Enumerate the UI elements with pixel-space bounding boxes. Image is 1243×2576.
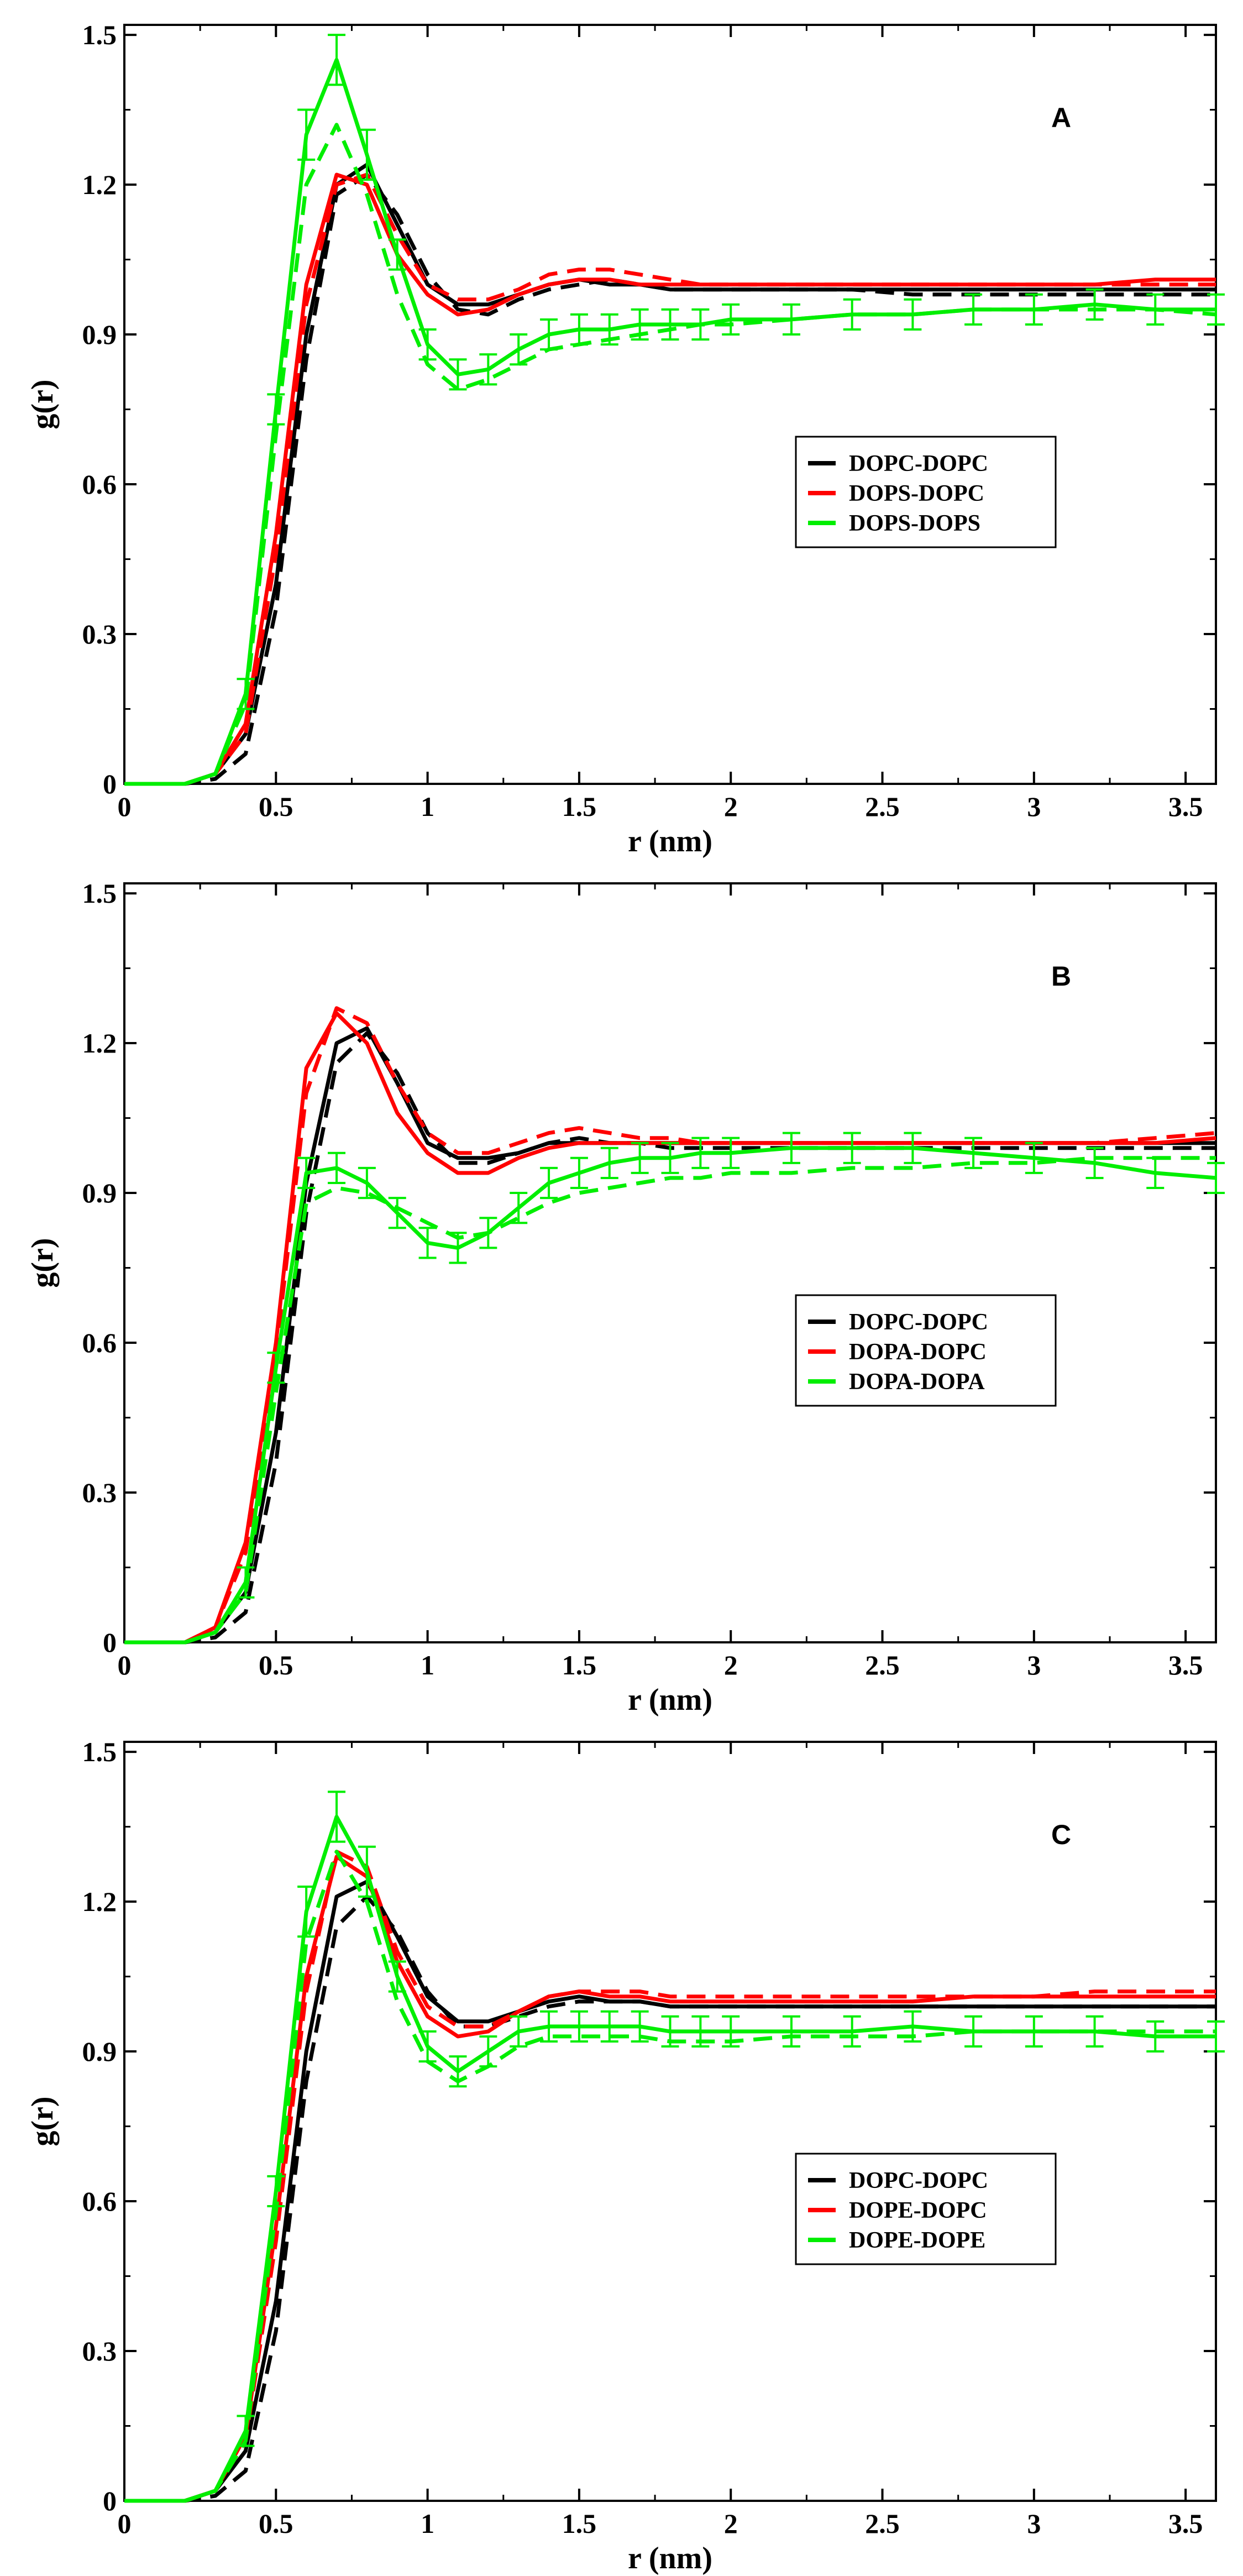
plot-area xyxy=(123,24,1217,785)
series-line xyxy=(124,1031,1216,1645)
y-tick-label: 0.3 xyxy=(82,1477,117,1508)
legend: DOPC-DOPC DOPE-DOPC DOPE-DOPE xyxy=(795,2153,1057,2265)
x-axis-label: r (nm) xyxy=(628,824,712,858)
chart-panel-c: 0 0.5 1 1.5 2 2.5 3 3.5 0 0.3 0.6 0.9 1.2 1.5 DOPC-DO… xyxy=(0,1717,1243,2576)
plot-frame xyxy=(123,882,1217,1643)
y-tick-label: 0.3 xyxy=(82,619,117,650)
legend-label: DOPC-DOPC xyxy=(849,2168,988,2193)
x-tick-label: 2 xyxy=(724,2508,738,2539)
y-tick-label: 0.6 xyxy=(82,1327,117,1358)
legend: DOPC-DOPC DOPS-DOPC DOPS-DOPS xyxy=(795,436,1057,548)
x-tick-label: 1.5 xyxy=(562,2508,597,2539)
plot-frame xyxy=(123,1741,1217,2502)
axes-group: 0 0.5 1 1.5 2 2.5 3 3.5 0 0.3 0.6 0.9 1.2 1.5 xyxy=(82,1736,1216,2539)
legend-label: DOPA-DOPA xyxy=(849,1369,985,1395)
y-tick-label: 0.6 xyxy=(82,469,117,500)
y-tick-label: 0.9 xyxy=(82,319,117,350)
series-line xyxy=(124,123,1216,786)
y-axis-label: g(r) xyxy=(25,1238,60,1287)
x-tick-label: 0.5 xyxy=(259,2508,293,2539)
x-tick-label: 0 xyxy=(118,1650,132,1680)
x-tick-label: 2 xyxy=(724,1650,738,1680)
x-tick-label: 3.5 xyxy=(1168,791,1203,822)
y-tick-label: 1.2 xyxy=(82,169,117,200)
panel-label: B xyxy=(1051,961,1071,992)
chart-panel-a: 0 0.5 1 1.5 2 2.5 3 3.5 0 0.3 0.6 0.9 1.2 1.5 DOPC-DO… xyxy=(0,0,1243,858)
legend-box xyxy=(795,1294,1057,1407)
y-tick-label: 0 xyxy=(103,1627,117,1658)
series-line xyxy=(124,172,1216,786)
x-tick-label: 2.5 xyxy=(865,2508,900,2539)
y-tick-label: 0 xyxy=(103,2485,117,2516)
x-tick-label: 3 xyxy=(1027,791,1041,822)
x-tick-label: 1.5 xyxy=(562,1650,597,1680)
y-axis-label: g(r) xyxy=(25,379,60,429)
x-tick-label: 3.5 xyxy=(1168,2508,1203,2539)
plot-area xyxy=(123,882,1217,1643)
y-tick-label: 0 xyxy=(103,768,117,799)
series-line xyxy=(124,1006,1216,1645)
series-line xyxy=(124,1850,1216,2503)
x-tick-label: 2 xyxy=(724,791,738,822)
x-tick-label: 0.5 xyxy=(259,1650,293,1680)
chart-panel-b: 0 0.5 1 1.5 2 2.5 3 3.5 0 0.3 0.6 0.9 1.2 1.5 DOPC-DO… xyxy=(0,858,1243,1717)
legend-box xyxy=(795,2153,1057,2265)
y-tick-label: 1.2 xyxy=(82,1028,117,1059)
x-tick-label: 3 xyxy=(1027,1650,1041,1680)
plot-area xyxy=(123,1741,1217,2502)
legend-label: DOPA-DOPC xyxy=(849,1339,987,1365)
x-tick-label: 3.5 xyxy=(1168,1650,1203,1680)
legend-label: DOPS-DOPC xyxy=(849,481,984,506)
x-tick-label: 2.5 xyxy=(865,791,900,822)
legend-label: DOPE-DOPE xyxy=(849,2228,985,2253)
y-tick-label: 1.5 xyxy=(82,878,117,909)
chart-svg: 0 0.5 1 1.5 2 2.5 3 3.5 0 0.3 0.6 0.9 1.2 1.5 DOPC-DO… xyxy=(25,1736,1225,2575)
series-line xyxy=(124,1156,1216,1645)
chart-svg: 0 0.5 1 1.5 2 2.5 3 3.5 0 0.3 0.6 0.9 1.2 1.5 DOPC-DO… xyxy=(25,878,1225,1717)
legend-label: DOPC-DOPC xyxy=(849,1310,988,1335)
series-line xyxy=(124,1894,1216,2503)
legend-label: DOPC-DOPC xyxy=(849,451,988,477)
x-tick-label: 1 xyxy=(421,2508,434,2539)
x-tick-label: 0 xyxy=(118,2508,132,2539)
y-tick-label: 0.6 xyxy=(82,2186,117,2217)
x-axis-label: r (nm) xyxy=(628,2541,712,2575)
panel-label: A xyxy=(1051,102,1071,133)
series-line xyxy=(124,172,1216,786)
plot-frame xyxy=(123,24,1217,785)
x-tick-label: 0 xyxy=(118,791,132,822)
x-tick-label: 1 xyxy=(421,791,434,822)
y-tick-label: 0.9 xyxy=(82,1177,117,1208)
x-axis-label: r (nm) xyxy=(628,1683,712,1717)
chart-svg: 0 0.5 1 1.5 2 2.5 3 3.5 0 0.3 0.6 0.9 1.2 1.5 DOPC-DO… xyxy=(25,19,1225,858)
y-tick-label: 0.9 xyxy=(82,2036,117,2067)
legend: DOPC-DOPC DOPA-DOPC DOPA-DOPA xyxy=(795,1294,1057,1407)
series-group xyxy=(124,1006,1225,1645)
x-tick-label: 3 xyxy=(1027,2508,1041,2539)
series-line xyxy=(124,172,1216,786)
y-tick-label: 1.5 xyxy=(82,19,117,50)
axes-group: 0 0.5 1 1.5 2 2.5 3 3.5 0 0.3 0.6 0.9 1.2 1.5 xyxy=(82,19,1216,822)
x-tick-label: 1.5 xyxy=(562,791,597,822)
series-group xyxy=(124,34,1225,786)
x-tick-label: 1 xyxy=(421,1650,434,1680)
y-tick-label: 1.5 xyxy=(82,1736,117,1767)
y-tick-label: 0.3 xyxy=(82,2336,117,2366)
y-tick-label: 1.2 xyxy=(82,1886,117,1917)
legend-label: DOPS-DOPS xyxy=(849,511,980,536)
series-group xyxy=(124,1790,1225,2503)
legend-label: DOPE-DOPC xyxy=(849,2198,987,2223)
x-tick-label: 2.5 xyxy=(865,1650,900,1680)
panel-label: C xyxy=(1051,1819,1071,1850)
x-tick-label: 0.5 xyxy=(259,791,293,822)
y-axis-label: g(r) xyxy=(25,2096,60,2146)
legend-box xyxy=(795,436,1057,548)
series-line xyxy=(124,1850,1216,2503)
